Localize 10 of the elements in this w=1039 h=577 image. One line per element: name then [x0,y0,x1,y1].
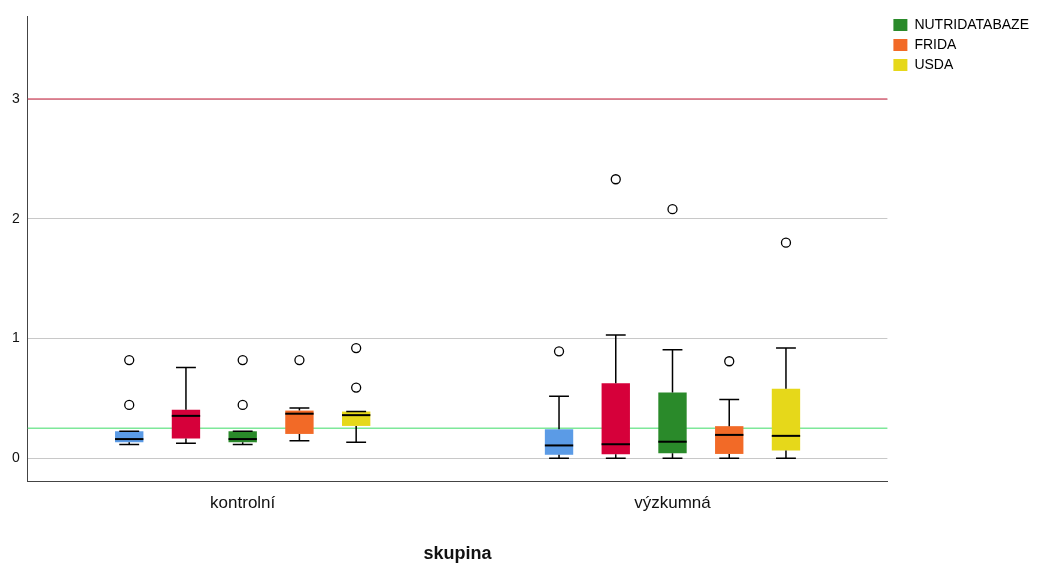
y-tick-label: 3 [11,89,20,106]
legend-label: FRIDA [914,35,958,52]
x-tick-label: výzkumná [634,492,712,512]
x-axis-title: skupina [423,543,493,564]
x-tick-label: kontrolní [210,492,276,512]
y-tick-label: 2 [11,209,20,226]
y-tick-label: 1 [11,329,20,346]
legend-label: USDA [914,55,954,72]
y-tick-label: 0 [11,449,20,466]
legend-label: NUTRIDATABAZE [914,15,1030,32]
